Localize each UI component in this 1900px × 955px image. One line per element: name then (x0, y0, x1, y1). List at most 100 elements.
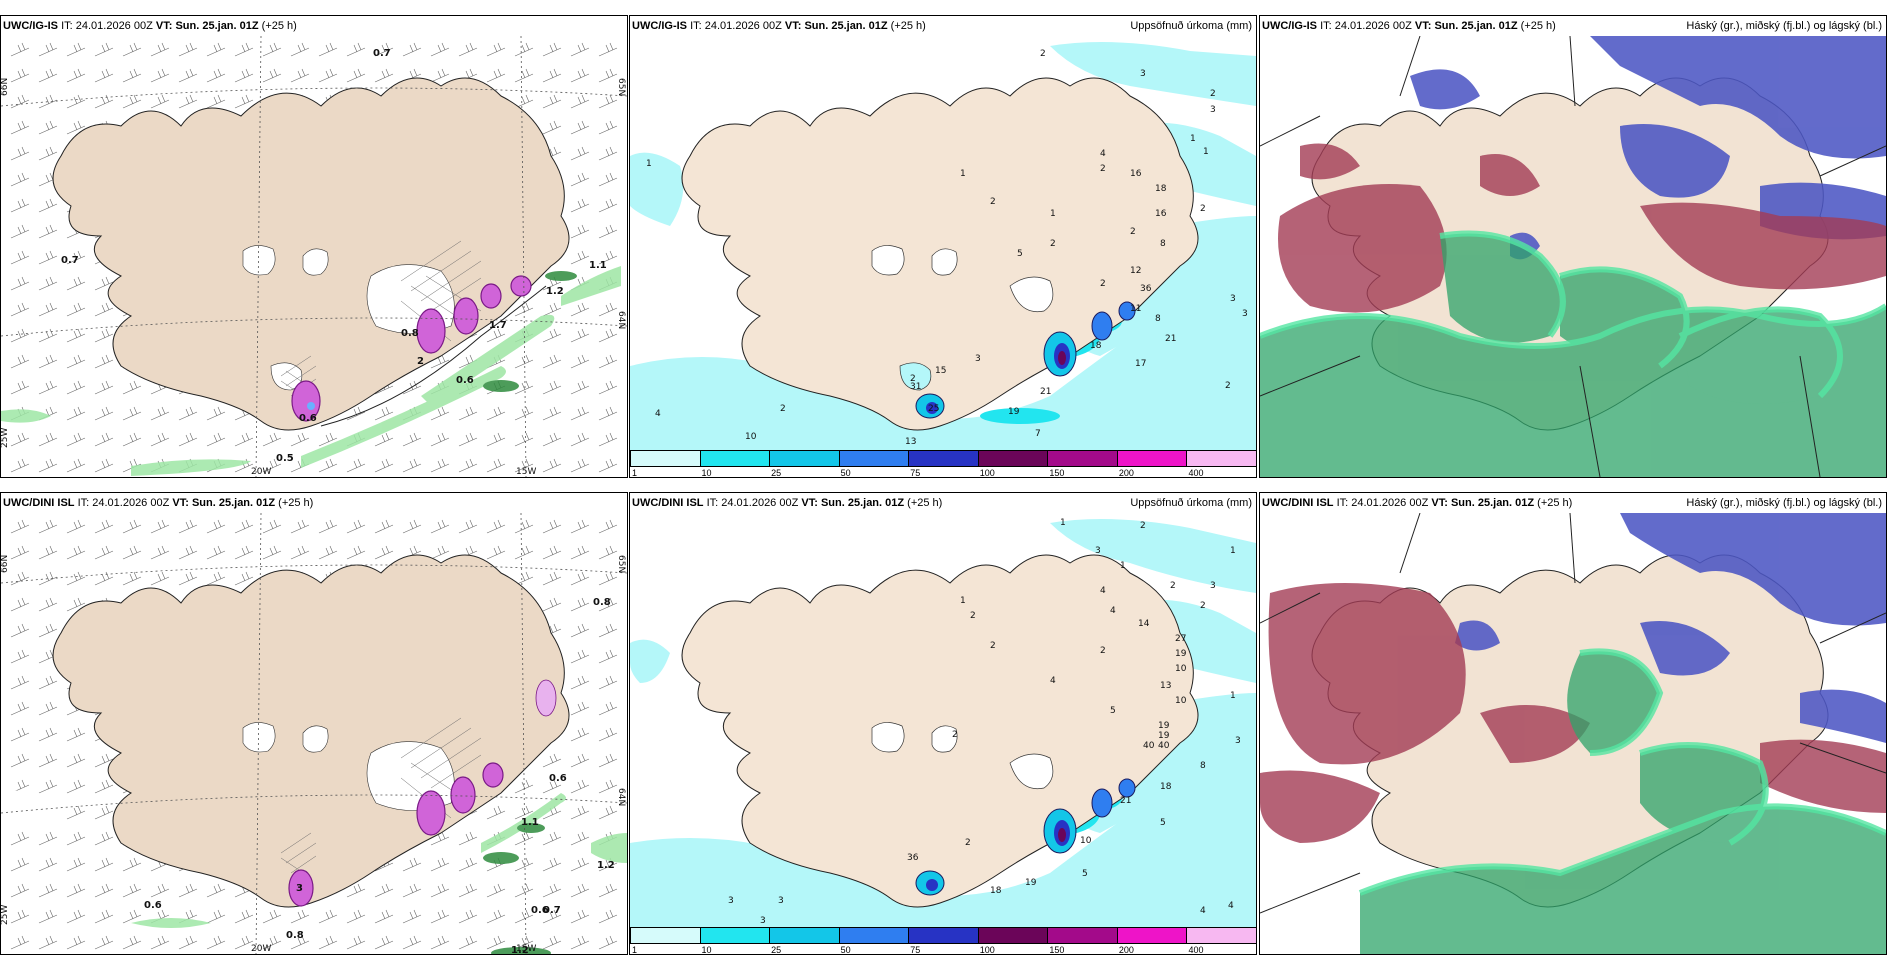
wind-barb (94, 432, 114, 447)
svg-text:4: 4 (1100, 149, 1106, 159)
wind-barb (570, 42, 590, 57)
low-cloud-layer (1455, 513, 1886, 743)
precip-map-canvas: 1 2 1 3 1 2 4 1 2 3 4 2 14 27 19 10 2 2 … (630, 513, 1256, 927)
colorbar-tick-label: 400 (1188, 468, 1204, 478)
high-cloud-edges (1358, 648, 1886, 896)
wind-barb (38, 94, 58, 109)
colorbar-box (977, 927, 1049, 944)
colorbar-tick-label: 50 (840, 945, 851, 955)
wind-barb (94, 857, 114, 872)
cloud-map[interactable] (1260, 513, 1886, 954)
wind-barb (10, 597, 30, 612)
wind-barb (38, 545, 58, 560)
wind-barb (66, 597, 86, 612)
colorbar-tick-label: 150 (1049, 945, 1065, 955)
wind-barb (66, 406, 86, 421)
wind-barb (10, 380, 30, 395)
wind-barb (542, 42, 562, 57)
svg-text:40: 40 (1158, 741, 1170, 751)
svg-text:31: 31 (910, 382, 921, 392)
wind-barb (542, 545, 562, 560)
wind-barb (66, 779, 86, 794)
cloud-map[interactable] (1260, 36, 1886, 477)
wind-barb (206, 406, 226, 421)
wind-barb (262, 42, 282, 57)
wind-barb (402, 432, 422, 447)
wind-barb (38, 571, 58, 586)
wind-barb (542, 909, 562, 924)
svg-text:13: 13 (905, 437, 916, 447)
wind-barb (598, 250, 618, 265)
colorbar-tick-label: 100 (979, 468, 995, 478)
svg-text:2: 2 (970, 611, 976, 621)
wind-barb (318, 519, 338, 534)
wind-barb (38, 883, 58, 898)
wind-barb (514, 68, 534, 83)
wind-barb (10, 701, 30, 716)
wind-barb (402, 935, 422, 950)
svg-text:1.1: 1.1 (521, 817, 539, 828)
colorbar-box (1186, 927, 1257, 944)
svg-text:15W: 15W (516, 467, 536, 477)
wind-barb (66, 328, 86, 343)
wind-barb (570, 458, 590, 473)
wind-barb (38, 380, 58, 395)
wind-barb (374, 432, 394, 447)
high-cloud-edges (1260, 230, 1886, 399)
svg-text:2: 2 (952, 730, 958, 740)
precip-map[interactable]: 2 3 2 3 1 1 2 4 2 1 1 16 18 16 2 1 2 5 2… (630, 36, 1257, 478)
wind-map[interactable]: 0.8 0.6 1.2 0.6 0.8 0.6 0.7 1.2 1.1 3 20… (1, 513, 627, 954)
wind-barb (66, 120, 86, 135)
svg-text:21: 21 (1165, 334, 1176, 344)
wind-barb (206, 68, 226, 83)
svg-text:0.6: 0.6 (299, 413, 317, 424)
wind-barb (514, 380, 534, 395)
svg-text:0.8: 0.8 (593, 597, 611, 608)
wind-barb (486, 328, 506, 343)
svg-text:1: 1 (1230, 691, 1236, 701)
wind-barb (10, 909, 30, 924)
colorbar-tick-label: 100 (979, 945, 995, 955)
wind-barb (234, 571, 254, 586)
axis-labels: 20W 15W 66N 65N 64N 25W (1, 78, 626, 477)
svg-text:16: 16 (1130, 169, 1142, 179)
svg-text:2: 2 (1100, 279, 1106, 289)
colorbar-box (769, 450, 840, 467)
svg-text:0.7: 0.7 (543, 905, 561, 916)
wind-barb (430, 831, 450, 846)
wind-barb (66, 805, 86, 820)
svg-text:10: 10 (1175, 664, 1187, 674)
wind-barb (570, 172, 590, 187)
wind-barb (38, 727, 58, 742)
wind-barb (346, 458, 366, 473)
wind-barb (10, 571, 30, 586)
wind-barb (122, 545, 142, 560)
wind-map[interactable]: 0.7 0.7 1.1 0.6 0.6 0.5 0.8 1.7 1.2 2 20… (1, 36, 627, 477)
wind-barb (94, 380, 114, 395)
svg-text:17: 17 (1135, 359, 1146, 369)
svg-text:2: 2 (1200, 601, 1206, 611)
wind-barb (486, 42, 506, 57)
wind-barb (10, 831, 30, 846)
wind-barb (38, 909, 58, 924)
panel-header: UWC/IG-IS IT: 24.01.2026 00Z VT: Sun. 25… (1260, 16, 1886, 36)
wind-barb (570, 701, 590, 716)
svg-text:2: 2 (1040, 49, 1046, 59)
wind-barb (206, 545, 226, 560)
colorbar-tick-label: 150 (1049, 468, 1065, 478)
wind-barb (178, 432, 198, 447)
precip-map[interactable]: 1 2 1 3 1 2 4 1 2 3 4 2 14 27 19 10 2 2 … (630, 513, 1257, 955)
precip-heavy-cores (915, 301, 1136, 419)
wind-barb (542, 380, 562, 395)
wind-barb (346, 42, 366, 57)
wind-barb (10, 857, 30, 872)
wind-barb (542, 857, 562, 872)
wind-barb (430, 857, 450, 872)
svg-text:1: 1 (1060, 518, 1066, 528)
axis-labels: 20W 15W 66N 65N 64N 25W (1, 555, 626, 954)
svg-text:8: 8 (1155, 314, 1161, 324)
svg-text:2: 2 (780, 404, 786, 414)
panel-wind-dini: UWC/DINI ISL IT: 24.01.2026 00Z VT: Sun.… (0, 492, 628, 955)
wind-barb (38, 354, 58, 369)
wind-barb (542, 831, 562, 846)
